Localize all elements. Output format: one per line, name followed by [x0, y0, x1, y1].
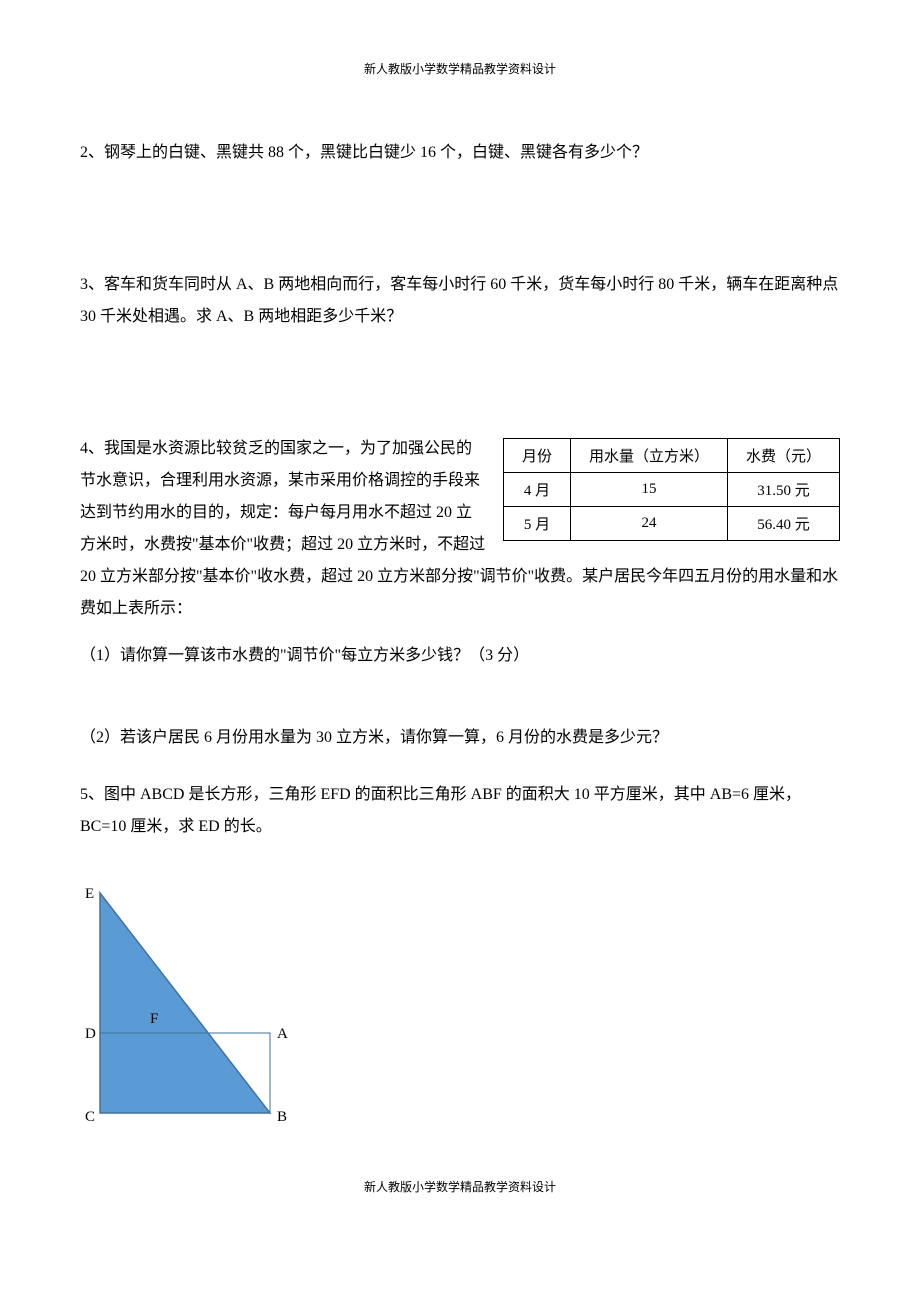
triangle-ecb	[100, 893, 270, 1113]
table-row: 月份 用水量（立方米） 水费（元）	[503, 439, 839, 473]
table-cell: 4 月	[503, 473, 570, 507]
table-cell: 5 月	[503, 507, 570, 541]
label-b: B	[277, 1109, 287, 1125]
geometry-diagram: E F D A C B	[80, 873, 840, 1138]
label-d: D	[85, 1026, 96, 1042]
water-usage-table: 月份 用水量（立方米） 水费（元） 4 月 15 31.50 元 5 月 24 …	[503, 438, 840, 541]
table-cell: 15	[570, 473, 727, 507]
table-header: 水费（元）	[727, 439, 839, 473]
table-row: 5 月 24 56.40 元	[503, 507, 839, 541]
page-header: 新人教版小学数学精品教学资料设计	[80, 60, 840, 77]
question-4: 月份 用水量（立方米） 水费（元） 4 月 15 31.50 元 5 月 24 …	[80, 433, 840, 779]
question-3: 3、客车和货车同时从 A、B 两地相向而行，客车每小时行 60 千米，货车每小时…	[80, 269, 840, 333]
table-cell: 56.40 元	[727, 507, 839, 541]
question-4-sub2: （2）若该户居民 6 月份用水量为 30 立方米，请你算一算，6 月份的水费是多…	[80, 722, 840, 754]
question-4-sub1: （1）请你算一算该市水费的"调节价"每立方米多少钱？（3 分）	[80, 640, 840, 672]
table-row: 4 月 15 31.50 元	[503, 473, 839, 507]
question-5: 5、图中 ABCD 是长方形，三角形 EFD 的面积比三角形 ABF 的面积大 …	[80, 779, 840, 843]
label-f: F	[150, 1011, 158, 1027]
table-header: 用水量（立方米）	[570, 439, 727, 473]
label-e: E	[85, 886, 94, 902]
triangle-rectangle-svg: E F D A C B	[80, 873, 310, 1133]
table-cell: 24	[570, 507, 727, 541]
label-a: A	[277, 1026, 288, 1042]
page-footer: 新人教版小学数学精品教学资料设计	[80, 1178, 840, 1195]
table-header: 月份	[503, 439, 570, 473]
question-2: 2、钢琴上的白键、黑键共 88 个，黑键比白键少 16 个，白键、黑键各有多少个…	[80, 137, 840, 169]
label-c: C	[85, 1109, 95, 1125]
table-cell: 31.50 元	[727, 473, 839, 507]
